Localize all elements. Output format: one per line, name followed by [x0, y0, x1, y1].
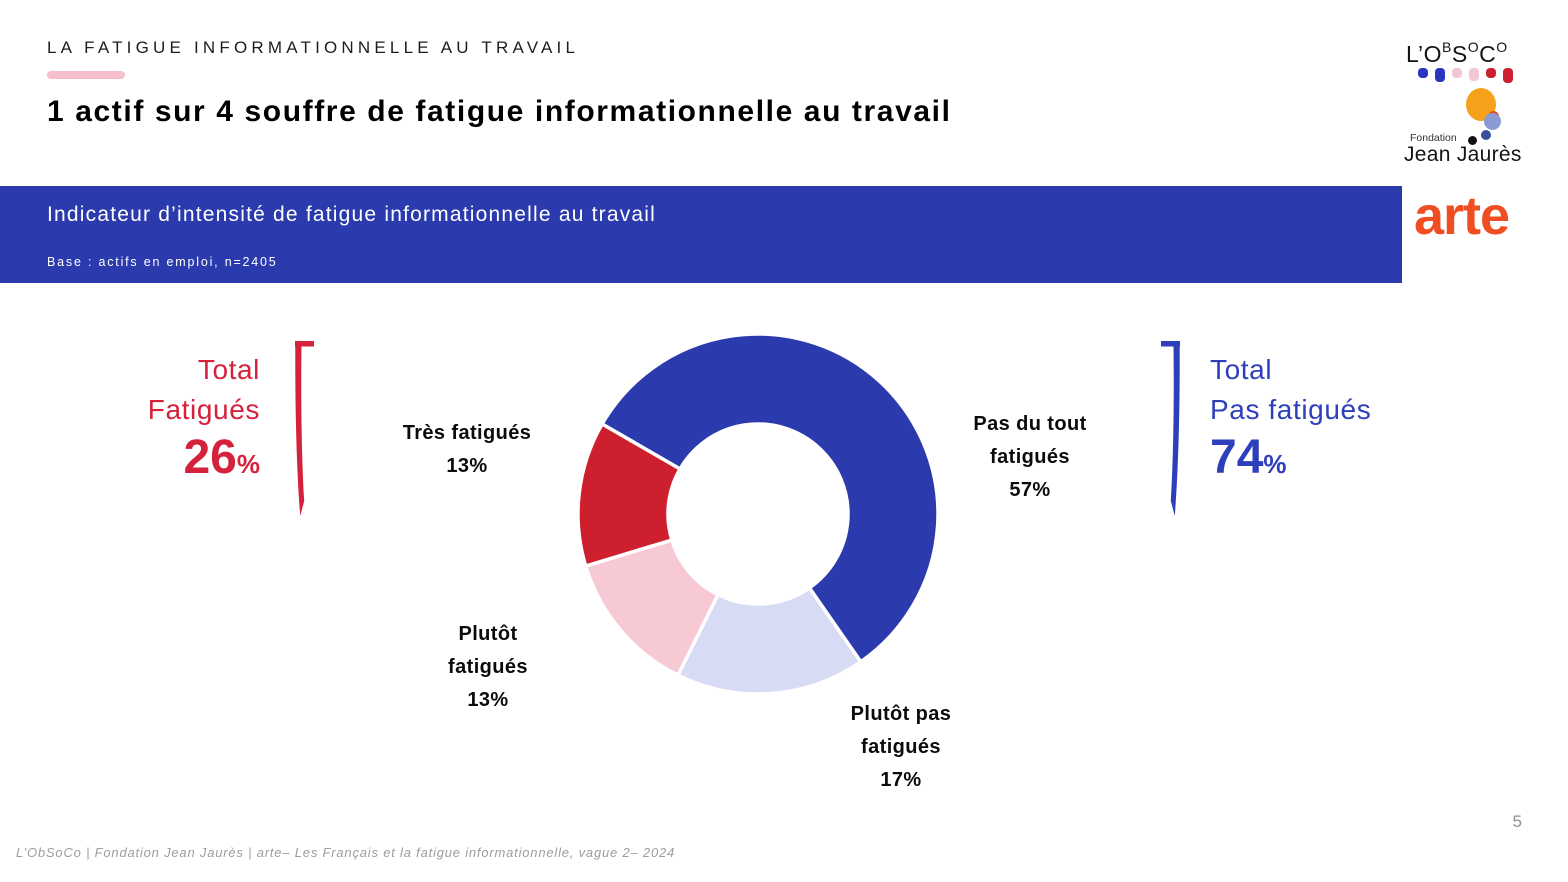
- fondation-jean-jaures-logo: Fondation Jean Jaurès: [1396, 86, 1546, 168]
- chart-base-note: Base : actifs en emploi, n=2405: [47, 255, 278, 269]
- fjj-darkblue-circle-icon: [1481, 130, 1491, 140]
- fjj-periwinkle-circle-icon: [1484, 113, 1501, 130]
- label-tres-fatigues: Très fatigués 13%: [402, 422, 532, 477]
- donut-segment-pas-du-tout-fatigués: [600, 332, 940, 664]
- section-banner: Indicateur d’intensité de fatigue inform…: [0, 186, 1402, 283]
- total-fatigues-block: Total Fatigués 26%: [60, 350, 260, 493]
- left-bracket-icon: [295, 341, 314, 516]
- label-plutot-fatigues: Plutôt fatigués 13%: [448, 623, 528, 711]
- total-fatigues-line2: Fatigués: [147, 394, 260, 425]
- obsoco-logo-text: L’ O B S O C O: [1406, 39, 1508, 67]
- fjj-name-text: Jean Jaurès: [1404, 143, 1522, 166]
- eyebrow-title: LA FATIGUE INFORMATIONNELLE AU TRAVAIL: [47, 38, 580, 57]
- chart-title: Indicateur d’intensité de fatigue inform…: [47, 203, 657, 226]
- donut-segment-très-fatigués: [576, 422, 682, 568]
- arte-logo: arte: [1414, 186, 1510, 246]
- page-title: 1 actif sur 4 souffre de fatigue informa…: [47, 95, 952, 128]
- total-fatigues-value: 26%: [183, 431, 260, 484]
- total-pas-fatigues-line2: Pas fatigués: [1210, 394, 1372, 425]
- label-pas-du-tout-fatigues: Pas du tout fatigués 57%: [973, 413, 1087, 501]
- page-number: 5: [1512, 812, 1522, 831]
- eyebrow-underline: [47, 71, 125, 79]
- donut-segment-plutôt-pas-fatigués: [676, 586, 863, 696]
- total-pas-fatigues-value: 74%: [1210, 431, 1287, 484]
- total-pas-fatigues-line1: Total: [1210, 354, 1273, 385]
- right-bracket-icon: [1161, 341, 1180, 516]
- fjj-black-circle-icon: [1468, 136, 1477, 145]
- obsoco-logo-dots: [1418, 68, 1536, 83]
- total-fatigues-line1: Total: [197, 354, 260, 385]
- total-pas-fatigues-block: Total Pas fatigués 74%: [1210, 350, 1450, 493]
- obsoco-logo: L’ O B S O C O: [1406, 39, 1536, 86]
- donut-chart: [576, 332, 940, 696]
- label-plutot-pas-fatigues: Plutôt pas fatigués 17%: [850, 703, 952, 791]
- fjj-fondation-text: Fondation: [1410, 132, 1457, 144]
- footer-source: L’ObSoCo | Fondation Jean Jaurès | arte–…: [16, 845, 676, 860]
